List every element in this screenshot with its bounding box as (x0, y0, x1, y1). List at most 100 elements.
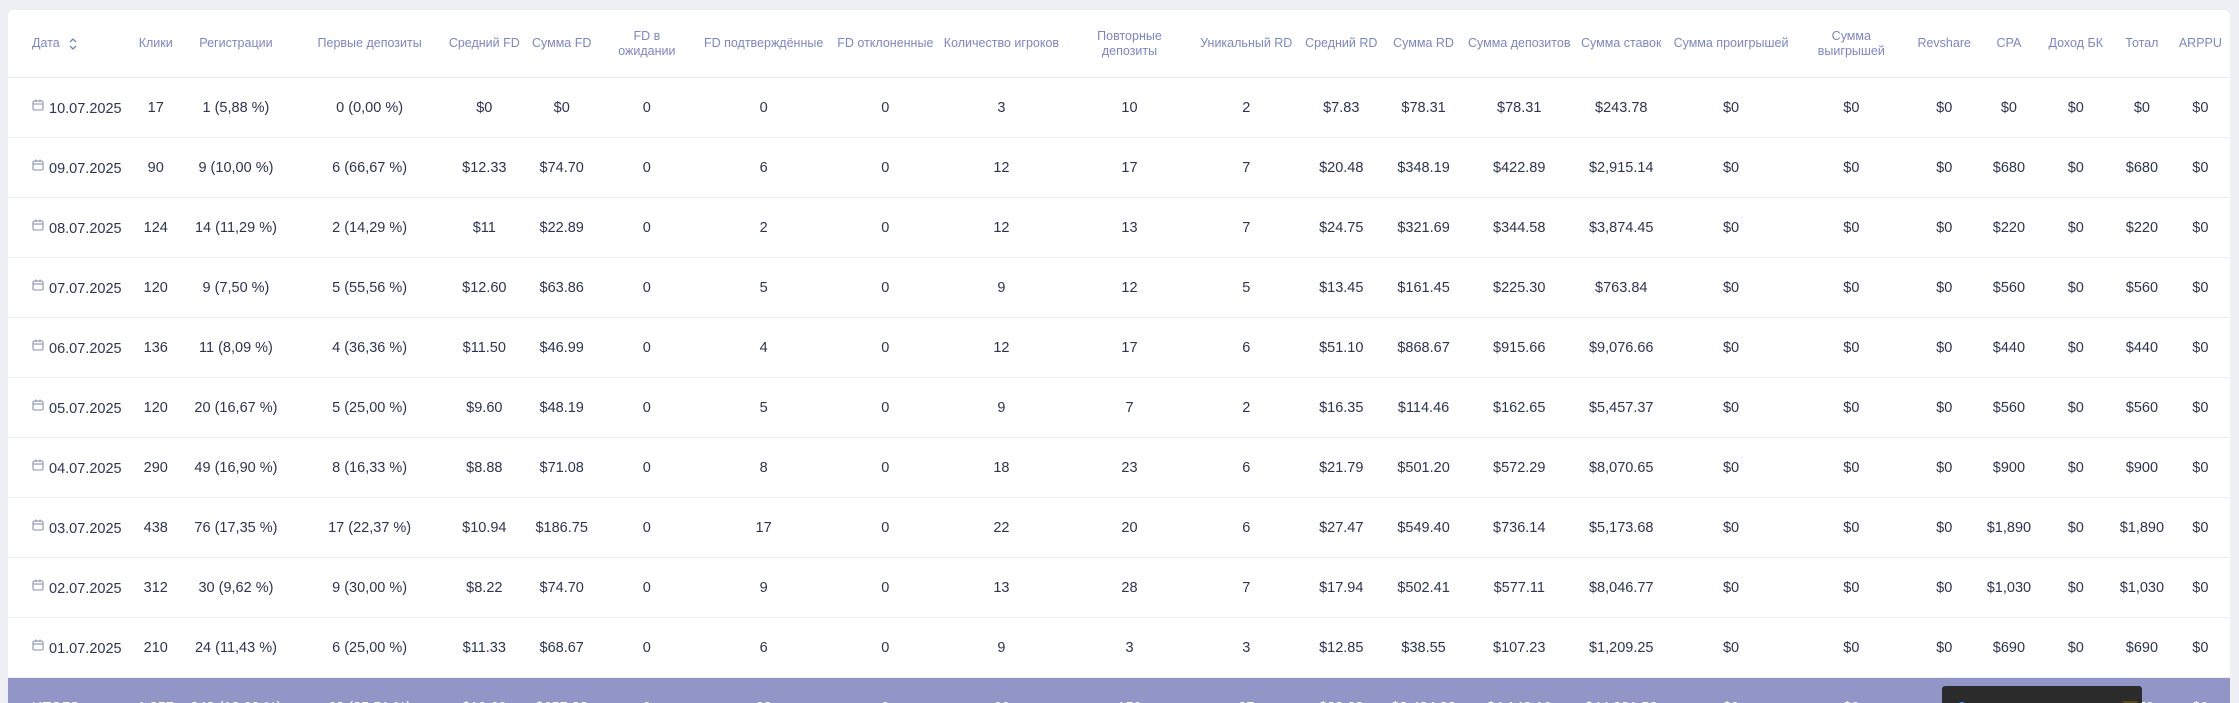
cell-sum-bets: $763.84 (1574, 257, 1669, 318)
row-date: 07.07.2025 (49, 280, 122, 297)
cell-fd-rejected: 0 (833, 497, 937, 558)
cell-sum-fd: $186.75 (523, 497, 601, 558)
column-header-sum-rd[interactable]: Сумма RD (1382, 10, 1465, 78)
cell-arppu: $0 (2170, 137, 2230, 198)
column-header-arppu[interactable]: ARPPU (2170, 10, 2230, 78)
cell-unique-rd: 7 (1192, 137, 1300, 198)
cell-fd-pending: 0 (600, 497, 694, 558)
cell-sum-losses: $0 (1668, 497, 1794, 558)
cell-players-count: 12 (936, 137, 1067, 198)
cell-fd-rejected: 0 (833, 257, 937, 318)
cell-date: 10.07.2025 (8, 77, 134, 138)
total-fd-rejected: 0 (833, 677, 937, 703)
sort-updown-icon[interactable] (68, 37, 78, 51)
column-header-fd-confirmed[interactable]: FD подтверждённые (693, 10, 834, 78)
cell-date: 04.07.2025 (8, 437, 134, 498)
cell-sum-wins: $0 (1793, 137, 1910, 198)
cell-sum-losses: $0 (1668, 77, 1794, 138)
row-date: 04.07.2025 (49, 460, 122, 477)
cell-sum-losses: $0 (1668, 257, 1794, 318)
cell-players-count: 18 (936, 437, 1067, 498)
calendar-icon (32, 399, 44, 411)
column-header-sum-losses[interactable]: Сумма проигрышей (1668, 10, 1794, 78)
cell-sum-deposits: $422.89 (1464, 137, 1575, 198)
cell-clicks: 438 (133, 497, 179, 558)
total-arppu: $0 (2170, 677, 2230, 703)
cell-sum-fd: $22.89 (523, 197, 601, 258)
column-header-fd-rejected[interactable]: FD отклоненные (833, 10, 937, 78)
column-header-sum-bets[interactable]: Сумма ставок (1574, 10, 1669, 78)
column-header-players-count[interactable]: Количество игроков (936, 10, 1067, 78)
cell-first-deposits: 2 (14,29 %) (293, 197, 446, 258)
cell-total: $690 (2113, 617, 2171, 678)
cell-first-deposits: 6 (66,67 %) (293, 137, 446, 198)
total-players-count: 66 (936, 677, 1067, 703)
calendar-icon (32, 219, 44, 231)
cell-sum-bets: $8,046.77 (1574, 557, 1669, 618)
column-header-sum-fd[interactable]: Сумма FD (523, 10, 601, 78)
column-header-registrations[interactable]: Регистрации (178, 10, 294, 78)
cell-sum-bets: $2,915.14 (1574, 137, 1669, 198)
cell-sum-bets: $8,070.65 (1574, 437, 1669, 498)
cell-avg-rd: $12.85 (1299, 617, 1383, 678)
cell-repeat-deposits: 12 (1066, 257, 1193, 318)
cell-registrations: 9 (7,50 %) (178, 257, 294, 318)
calendar-icon (32, 339, 44, 351)
cell-sum-losses: $0 (1668, 137, 1794, 198)
cell-total: $560 (2113, 257, 2171, 318)
row-date: 10.07.2025 (49, 100, 122, 117)
cell-unique-rd: 6 (1192, 437, 1300, 498)
cell-sum-rd: $78.31 (1382, 77, 1465, 138)
column-header-unique-rd[interactable]: Уникальный RD (1192, 10, 1300, 78)
system-tray-overlay (1942, 686, 2142, 703)
cell-avg-rd: $24.75 (1299, 197, 1383, 258)
total-sum-losses: $0 (1668, 677, 1794, 703)
cell-bk-income: $0 (2038, 377, 2114, 438)
total-sum-bets: $44,831.58 (1574, 677, 1669, 703)
cell-first-deposits: 0 (0,00 %) (293, 77, 446, 138)
cell-bk-income: $0 (2038, 197, 2114, 258)
cell-avg-rd: $21.79 (1299, 437, 1383, 498)
column-header-total[interactable]: Тотал (2113, 10, 2171, 78)
cell-arppu: $0 (2170, 617, 2230, 678)
cell-avg-rd: $51.10 (1299, 317, 1383, 378)
cell-unique-rd: 2 (1192, 77, 1300, 138)
cell-revshare: $0 (1909, 137, 1980, 198)
cell-total: $0 (2113, 77, 2171, 138)
row-date: 02.07.2025 (49, 580, 122, 597)
column-header-clicks[interactable]: Клики (133, 10, 179, 78)
cell-registrations: 20 (16,67 %) (178, 377, 294, 438)
cell-avg-fd: $0 (445, 77, 523, 138)
cell-date: 01.07.2025 (8, 617, 134, 678)
cell-sum-bets: $5,173.68 (1574, 497, 1669, 558)
cell-players-count: 22 (936, 497, 1067, 558)
cell-sum-fd: $63.86 (523, 257, 601, 318)
cell-total: $1,890 (2113, 497, 2171, 558)
column-header-avg-fd[interactable]: Средний FD (445, 10, 523, 78)
cell-unique-rd: 7 (1192, 197, 1300, 258)
cell-fd-rejected: 0 (833, 557, 937, 618)
cell-first-deposits: 9 (30,00 %) (293, 557, 446, 618)
column-header-fd-pending[interactable]: FD в ожидании (600, 10, 694, 78)
cell-clicks: 312 (133, 557, 179, 618)
cell-players-count: 3 (936, 77, 1067, 138)
cell-sum-bets: $5,457.37 (1574, 377, 1669, 438)
cell-repeat-deposits: 10 (1066, 77, 1193, 138)
column-header-sum-deposits[interactable]: Сумма депозитов (1464, 10, 1575, 78)
column-header-date[interactable]: Дата (8, 10, 134, 78)
cell-avg-fd: $9.60 (445, 377, 523, 438)
column-header-sum-wins[interactable]: Сумма выигрышей (1793, 10, 1910, 78)
cell-fd-confirmed: 2 (693, 197, 834, 258)
column-header-bk-income[interactable]: Доход БК (2038, 10, 2114, 78)
calendar-icon (32, 519, 44, 531)
cell-fd-pending: 0 (600, 617, 694, 678)
column-header-revshare[interactable]: Revshare (1909, 10, 1980, 78)
cell-revshare: $0 (1909, 77, 1980, 138)
column-header-first-deposits[interactable]: Первые депозиты (293, 10, 446, 78)
total-sum-rd: $3,484.33 (1382, 677, 1465, 703)
notification-icon[interactable] (2123, 700, 2137, 703)
column-header-avg-rd[interactable]: Средний RD (1299, 10, 1383, 78)
column-header-cpa[interactable]: CPA (1979, 10, 2039, 78)
calendar-icon (32, 459, 44, 471)
column-header-repeat-deposits[interactable]: Повторные депозиты (1066, 10, 1193, 78)
